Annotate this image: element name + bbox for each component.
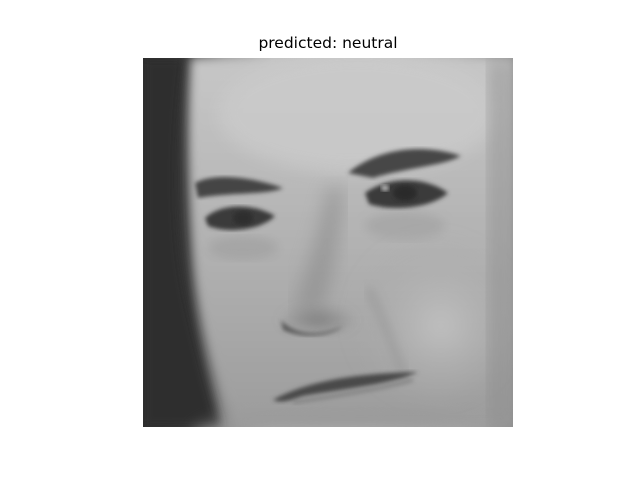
left-shadow — [143, 58, 221, 427]
nose-shadow — [278, 304, 358, 336]
right-eye-glint — [381, 185, 389, 191]
nose-bridge — [293, 188, 343, 313]
face-image — [143, 58, 513, 427]
lower-lip — [292, 378, 414, 405]
right-edge-shadow — [488, 58, 513, 427]
nostrils — [281, 320, 343, 336]
chin-shadow — [203, 408, 483, 427]
left-brow — [195, 176, 283, 198]
forehead-highlight — [218, 58, 498, 173]
figure-title: predicted: neutral — [258, 34, 398, 52]
face-illustration — [143, 58, 513, 427]
left-undereye — [208, 236, 278, 260]
left-pupil — [233, 211, 253, 225]
right-brow — [348, 149, 461, 178]
mouth — [273, 372, 418, 402]
nasolabial-fold — [365, 286, 408, 380]
right-pupil — [393, 185, 417, 201]
cheek-highlight — [353, 238, 513, 398]
right-undereye — [365, 212, 445, 240]
